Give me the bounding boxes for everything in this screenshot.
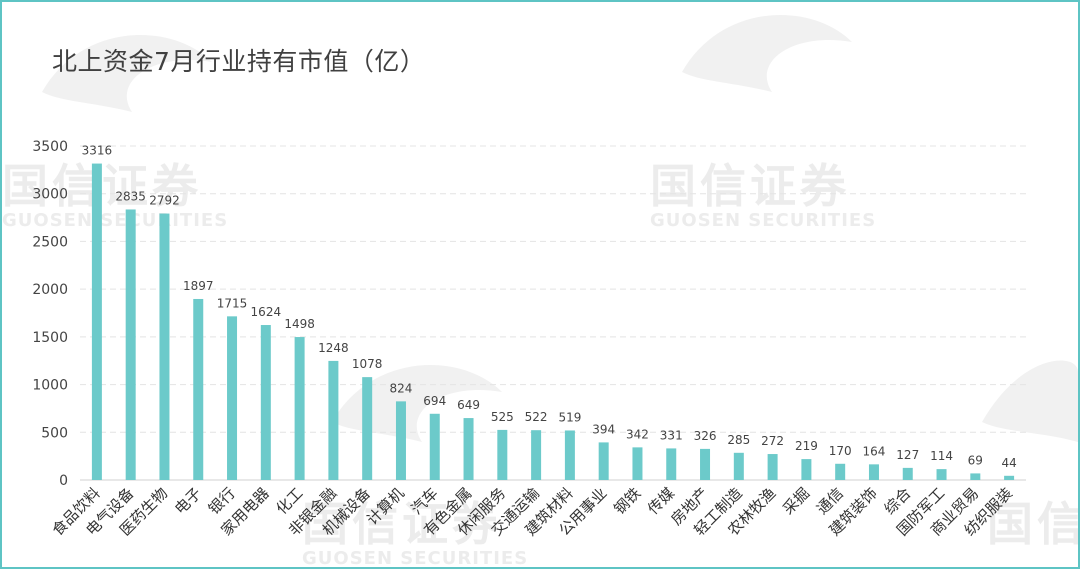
bar (733, 452, 744, 480)
chart-title: 北上资金7月行业持有市值（亿） (52, 47, 426, 76)
bar (227, 316, 238, 480)
data-label: 522 (525, 410, 548, 424)
watermark-en-right: GUOSEN SECURITIES (650, 210, 877, 231)
x-tick-label: 钢铁 (610, 484, 644, 518)
data-label: 3316 (82, 144, 113, 158)
watermark-logo-icon (42, 34, 212, 112)
x-tick-label: 采掘 (779, 484, 813, 518)
y-tick-label: 2500 (32, 234, 68, 250)
data-label: 2792 (149, 194, 180, 208)
data-label: 219 (795, 439, 818, 453)
y-tick-label: 3000 (32, 187, 68, 203)
watermark-en-bottom: GUOSEN SECURITIES (302, 548, 529, 569)
grid-lines (80, 145, 1026, 481)
data-label: 394 (592, 422, 615, 436)
bars (91, 163, 1015, 481)
bar (767, 454, 778, 480)
data-label: 170 (829, 444, 852, 458)
data-label: 2835 (115, 189, 146, 203)
data-label: 326 (694, 429, 717, 443)
data-label: 164 (863, 444, 886, 458)
data-label: 114 (930, 449, 953, 463)
bar (463, 418, 474, 480)
data-label: 331 (660, 428, 683, 442)
bar (260, 325, 271, 480)
bar (936, 469, 947, 480)
watermark-en-left: GUOSEN SECURITIES (2, 210, 229, 231)
watermark-cn-bottom: 国信证券 (302, 497, 502, 551)
bar (497, 429, 508, 480)
bar (666, 448, 677, 480)
watermark-logo-icon (682, 14, 852, 92)
watermark-cn-corner: 国信证券 (987, 497, 1080, 551)
y-tick-label: 500 (41, 425, 68, 441)
data-label: 1248 (318, 341, 349, 355)
data-label: 1624 (251, 305, 282, 319)
y-tick-label: 3500 (32, 139, 68, 155)
bar (632, 447, 643, 480)
bar (91, 163, 102, 481)
watermark-cn-right: 国信证券 (650, 159, 850, 213)
bar (970, 473, 981, 480)
data-label: 1715 (217, 296, 248, 310)
y-tick-label: 2000 (32, 282, 68, 298)
data-label: 1078 (352, 357, 383, 371)
data-label: 519 (558, 410, 581, 424)
y-tick-label: 1500 (32, 330, 68, 346)
y-tick-label: 1000 (32, 378, 68, 394)
data-label: 824 (390, 381, 413, 395)
data-label: 127 (896, 448, 919, 462)
bar (193, 298, 204, 480)
bar (159, 213, 170, 481)
data-label: 272 (761, 434, 784, 448)
bar (700, 448, 711, 480)
data-label: 1498 (284, 317, 315, 331)
x-tick-label: 电子 (171, 484, 205, 518)
bar (564, 430, 575, 480)
bar (835, 463, 846, 480)
bar (801, 459, 812, 480)
bar (598, 442, 609, 480)
bar (868, 464, 879, 480)
bar (1004, 475, 1015, 480)
bar (294, 337, 305, 480)
data-label: 69 (968, 453, 983, 467)
data-label: 285 (727, 433, 750, 447)
bar (362, 377, 373, 480)
bar (395, 401, 406, 480)
data-label: 649 (457, 398, 480, 412)
data-label: 694 (423, 394, 446, 408)
y-tick-label: 0 (59, 473, 68, 489)
data-label: 44 (1001, 456, 1016, 470)
bar (328, 360, 339, 480)
y-axis: 0 500 1000 1500 2000 2500 3000 3500 (32, 139, 68, 489)
bar (429, 413, 440, 480)
data-label: 525 (491, 410, 514, 424)
bar (531, 430, 542, 480)
bar (902, 467, 913, 480)
x-tick-label: 计算机 (363, 484, 408, 529)
watermark-logo-icon (982, 360, 1078, 442)
data-label: 342 (626, 427, 649, 441)
data-label: 1897 (183, 279, 214, 293)
bar (125, 209, 136, 480)
